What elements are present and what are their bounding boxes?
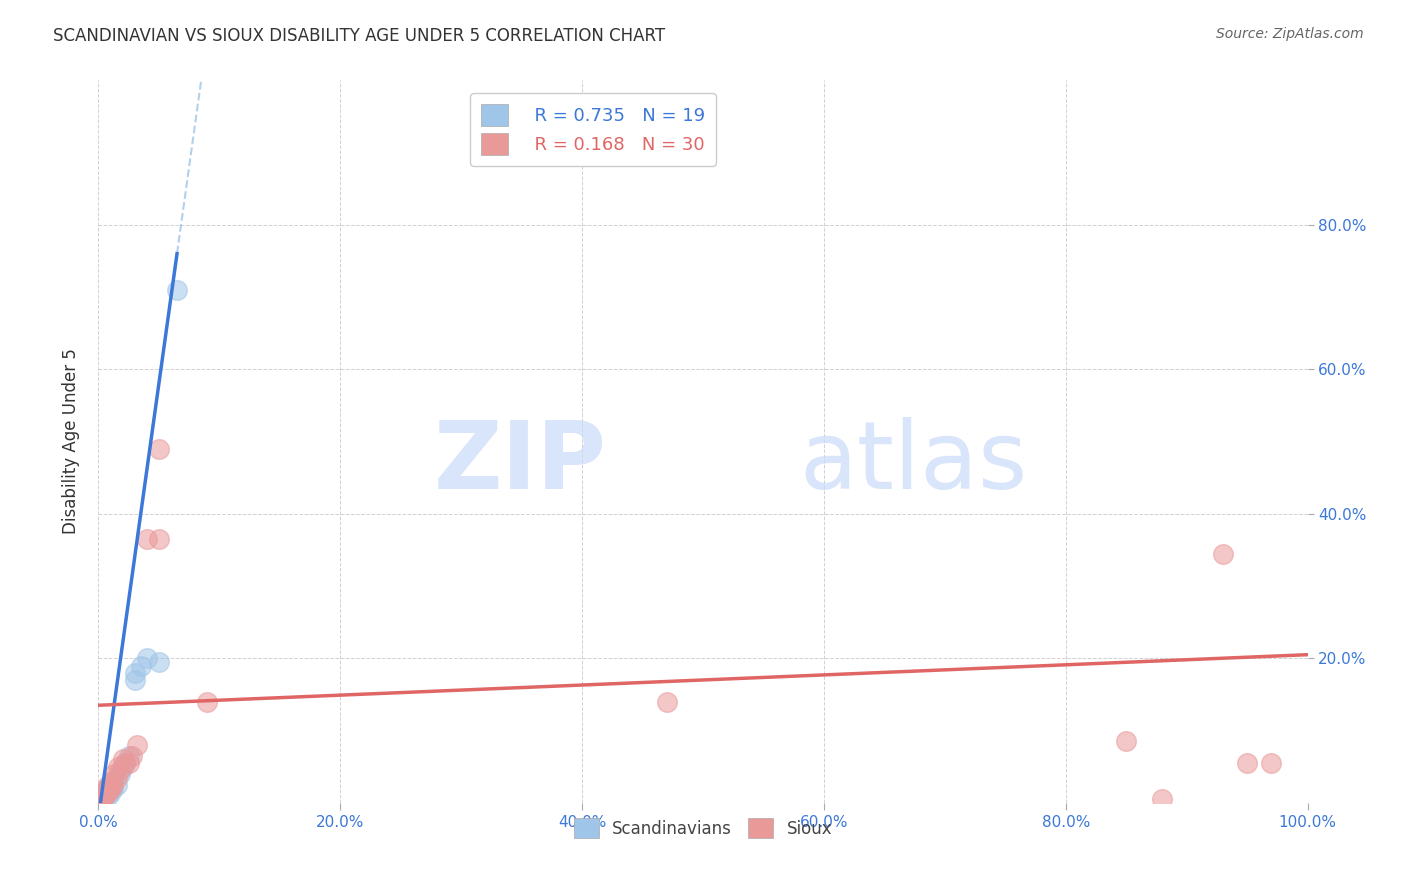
Point: [124, 673, 146, 687]
Point: [195, 695, 218, 709]
Point: [135, 532, 157, 546]
Point: [103, 767, 125, 781]
Point: [107, 760, 129, 774]
Point: [90, 792, 112, 806]
Point: [111, 752, 134, 766]
Point: [148, 442, 170, 456]
Y-axis label: Disability Age Under 5: Disability Age Under 5: [62, 349, 80, 534]
Point: [105, 771, 128, 785]
Point: [100, 785, 122, 799]
Point: [108, 764, 131, 778]
Point: [91, 789, 114, 803]
Point: [114, 756, 136, 770]
Point: [93, 792, 115, 806]
Point: [91, 785, 114, 799]
Point: [129, 658, 152, 673]
Point: [101, 778, 124, 792]
Point: [97, 781, 120, 796]
Point: [93, 789, 115, 803]
Point: [118, 748, 141, 763]
Point: [121, 748, 143, 763]
Point: [108, 767, 131, 781]
Point: [97, 778, 120, 792]
Point: [97, 785, 120, 799]
Point: [114, 756, 136, 770]
Point: [1152, 792, 1174, 806]
Legend: Scandinavians, Sioux: Scandinavians, Sioux: [567, 812, 839, 845]
Text: atlas: atlas: [800, 417, 1028, 509]
Point: [93, 790, 115, 805]
Point: [118, 756, 141, 770]
Point: [1260, 756, 1282, 770]
Point: [148, 532, 170, 546]
Point: [100, 781, 122, 796]
Point: [96, 781, 118, 796]
Point: [101, 781, 124, 796]
Text: ZIP: ZIP: [433, 417, 606, 509]
Point: [124, 665, 146, 680]
Text: Source: ZipAtlas.com: Source: ZipAtlas.com: [1216, 27, 1364, 41]
Point: [1212, 547, 1234, 561]
Point: [166, 283, 188, 297]
Point: [1115, 734, 1137, 748]
Text: SCANDINAVIAN VS SIOUX DISABILITY AGE UNDER 5 CORRELATION CHART: SCANDINAVIAN VS SIOUX DISABILITY AGE UND…: [53, 27, 665, 45]
Point: [1236, 756, 1258, 770]
Point: [101, 774, 124, 789]
Point: [655, 695, 678, 709]
Point: [135, 651, 157, 665]
Point: [127, 738, 149, 752]
Point: [100, 781, 122, 796]
Point: [105, 778, 128, 792]
Point: [100, 774, 122, 789]
Point: [111, 760, 134, 774]
Point: [148, 655, 170, 669]
Point: [97, 789, 120, 803]
Point: [94, 787, 117, 801]
